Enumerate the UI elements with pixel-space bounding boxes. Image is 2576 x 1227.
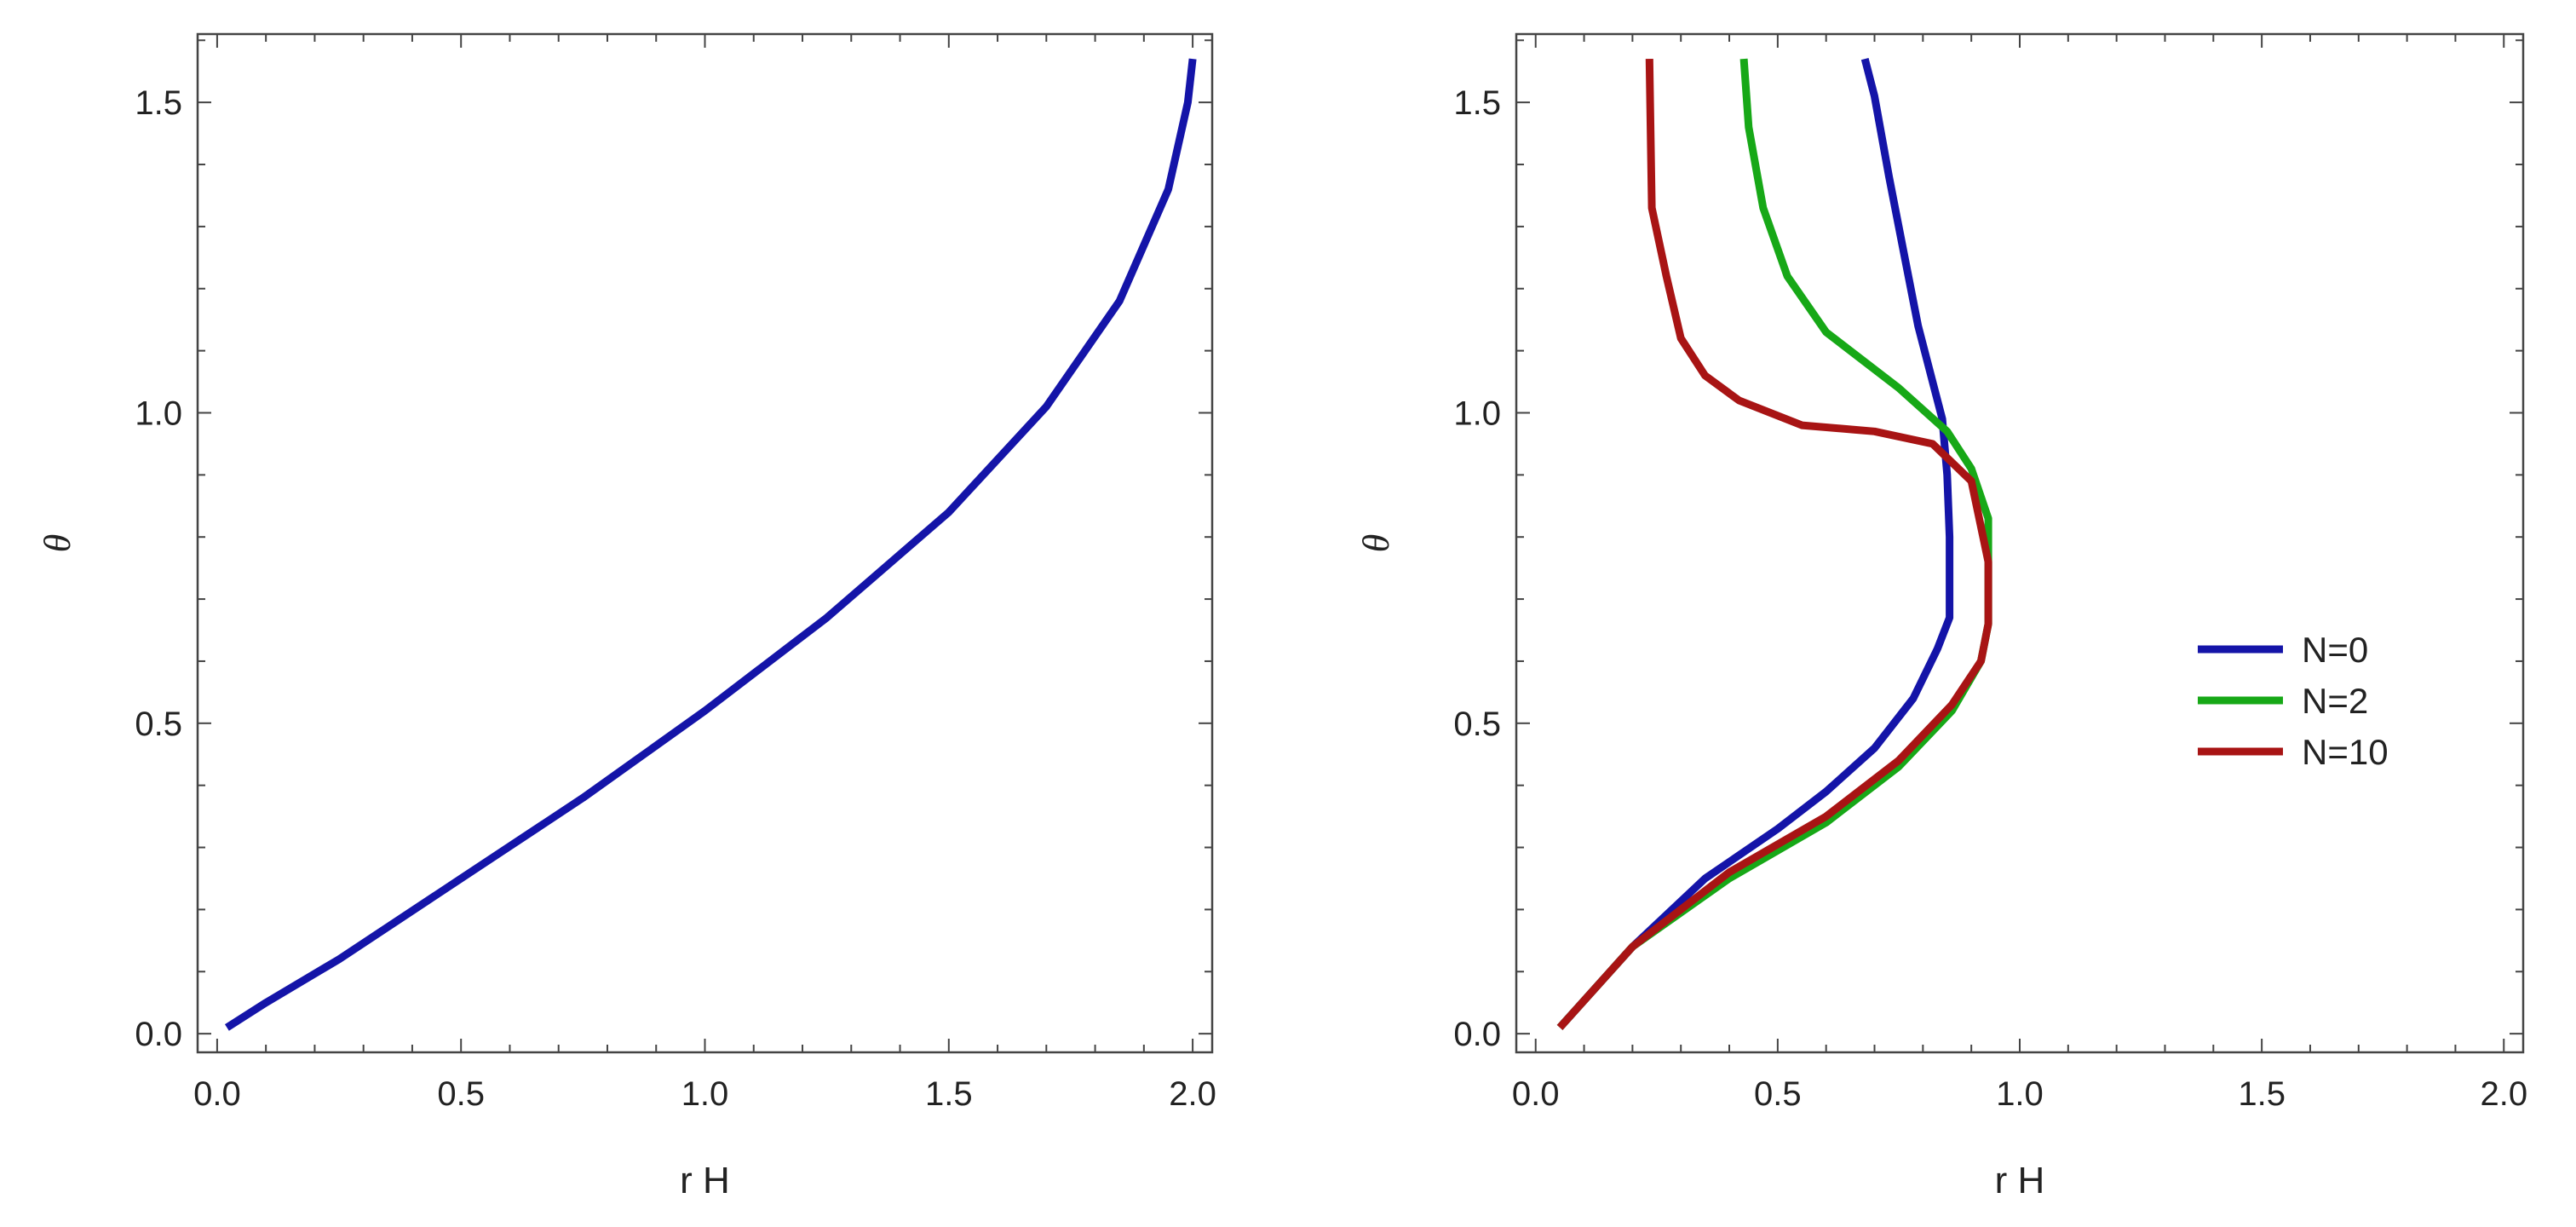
x-axis-title: r H (680, 1160, 730, 1201)
y-axis-title: θ (1355, 534, 1397, 553)
y-tick-label: 0.0 (1453, 1016, 1501, 1053)
series-line-n10 (1556, 59, 1992, 1030)
x-tick-label: 0.5 (1754, 1075, 1802, 1113)
panel-right: 0.0 0.5 1.0 1.5 2.0 0.0 0.5 1.0 1.5 r H θ N=0 N=2 N=1… (1355, 32, 2527, 1201)
y-tick-label: 0.5 (135, 706, 182, 743)
x-tick-label: 1.0 (1996, 1075, 2044, 1113)
y-tick-label: 1.0 (1453, 395, 1501, 432)
x-tick-label: 1.5 (2238, 1075, 2286, 1113)
legend-label: N=10 (2302, 732, 2389, 772)
legend-label: N=0 (2302, 630, 2368, 670)
panel-left: 0.0 0.5 1.0 1.5 2.0 0.0 0.5 1.0 1.5 r H θ (37, 32, 1216, 1201)
x-axis-title: r H (1995, 1160, 2045, 1201)
plot-frame (1515, 32, 2525, 1054)
y-tick-label: 0.0 (135, 1016, 182, 1053)
y-tick-label: 1.5 (1453, 84, 1501, 122)
series-line (224, 58, 1197, 1031)
x-tick-label: 1.0 (681, 1075, 729, 1113)
legend: N=0 N=2 N=10 (2198, 630, 2389, 772)
plot-frame (196, 32, 1214, 1054)
x-tick-label: 0.0 (1512, 1075, 1560, 1113)
y-tick-label: 1.0 (135, 395, 182, 432)
x-tick-label: 0.5 (437, 1075, 485, 1113)
y-axis-title: θ (37, 534, 78, 553)
x-tick-label: 2.0 (1169, 1075, 1216, 1113)
legend-label: N=2 (2302, 681, 2368, 721)
x-tick-label: 1.5 (925, 1075, 973, 1113)
x-tick-label: 0.0 (193, 1075, 241, 1113)
series-line-n0 (1556, 57, 1954, 1030)
y-tick-label: 0.5 (1453, 706, 1501, 743)
y-tick-label: 1.5 (135, 84, 182, 122)
series-line-n2 (1556, 58, 1992, 1030)
x-tick-label: 2.0 (2480, 1075, 2527, 1113)
